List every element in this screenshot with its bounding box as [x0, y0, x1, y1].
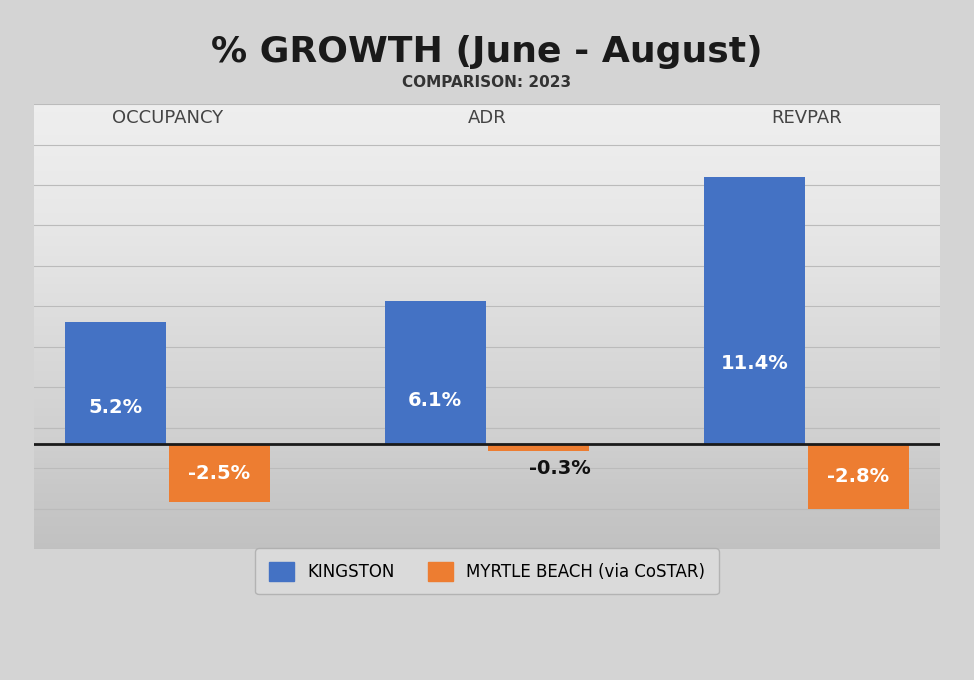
Text: ADR: ADR [468, 109, 506, 126]
Text: -2.5%: -2.5% [188, 464, 250, 483]
Legend: KINGSTON, MYRTLE BEACH (via CoSTAR): KINGSTON, MYRTLE BEACH (via CoSTAR) [255, 549, 719, 594]
Bar [385, 301, 486, 444]
Text: 6.1%: 6.1% [408, 392, 462, 411]
Text: OCCUPANCY: OCCUPANCY [112, 109, 223, 126]
Text: REVPAR: REVPAR [771, 109, 842, 126]
Text: 5.2%: 5.2% [89, 398, 143, 417]
Bar [704, 177, 805, 444]
Bar [488, 444, 589, 451]
Text: -0.3%: -0.3% [529, 459, 591, 478]
Text: -2.8%: -2.8% [827, 467, 889, 486]
Title: % GROWTH (June - August): % GROWTH (June - August) [211, 35, 763, 69]
Text: COMPARISON: 2023: COMPARISON: 2023 [402, 75, 572, 90]
Bar [65, 322, 167, 444]
Bar [169, 444, 270, 503]
Text: 11.4%: 11.4% [721, 354, 788, 373]
Bar [807, 444, 909, 509]
